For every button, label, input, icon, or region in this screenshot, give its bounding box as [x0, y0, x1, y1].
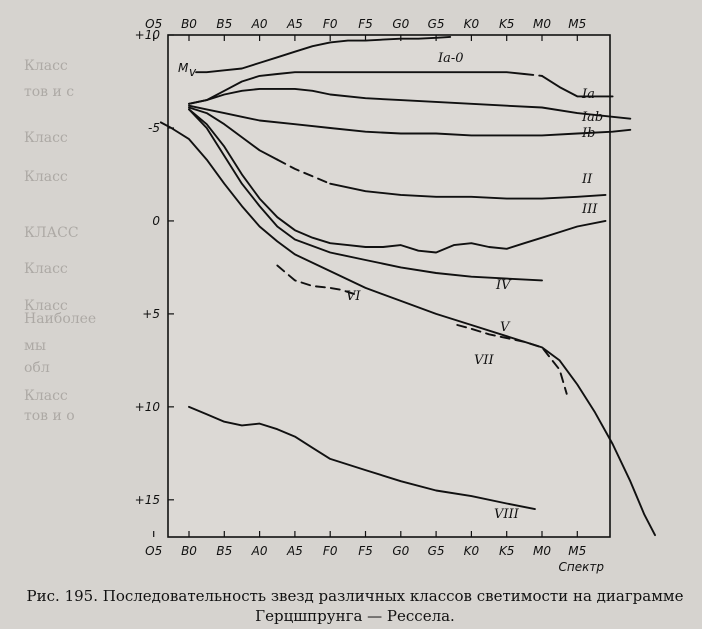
x-tick-label-top: K5 [499, 17, 515, 31]
series-label: Iab [581, 110, 603, 125]
series-line-ia [523, 73, 543, 77]
series-line-ia [541, 74, 614, 98]
series-line-ii [188, 106, 279, 161]
x-tick-label-top: B5 [216, 17, 232, 31]
series-label: Ia [581, 87, 595, 102]
x-tick-label-top: A0 [251, 17, 268, 31]
x-tick-label-bottom: O5 [145, 544, 162, 558]
bleed-through-text: Класс [24, 169, 68, 185]
series-line-ii [276, 158, 332, 185]
figure-caption: Рис. 195. Последовательность звезд разли… [26, 587, 684, 625]
y-tick-label: +10 [135, 400, 161, 414]
y-tick-label: +5 [142, 307, 160, 321]
series-label: VI [346, 289, 361, 304]
series-label: Ia-0 [437, 51, 464, 66]
x-tick-label-bottom: A0 [251, 544, 268, 558]
series-line-iii [188, 108, 607, 254]
x-tick-label-bottom: G5 [428, 544, 445, 558]
series-label: V [500, 320, 511, 335]
x-tick-label-bottom: K5 [499, 544, 515, 558]
bleed-through-text: обл [24, 360, 50, 376]
series-line-iab [188, 87, 632, 120]
y-tick-label: 0 [152, 214, 160, 228]
x-tick-label-top: F0 [323, 17, 338, 31]
x-tick-label-top: F5 [358, 17, 373, 31]
series-line-ii [329, 182, 607, 200]
series-line-viii [188, 405, 536, 511]
x-axis-title: Спектр [559, 560, 605, 574]
x-tick-label-top: M5 [568, 17, 586, 31]
x-tick-label-top: B0 [181, 17, 197, 31]
series-line-vi [276, 264, 360, 297]
x-tick-label-bottom: M0 [533, 544, 551, 558]
series-label: VII [474, 353, 495, 368]
x-tick-label-top: O5 [145, 17, 162, 31]
x-tick-label-top: G5 [428, 17, 445, 31]
x-tick-label-top: M0 [533, 17, 551, 31]
bleed-through-text: Класс [24, 261, 68, 277]
series-line-v [159, 121, 656, 537]
series-line-ia [188, 71, 526, 105]
series-line-iv [188, 108, 543, 282]
series-label: III [581, 202, 598, 217]
series-label: II [581, 172, 593, 187]
bleed-through-text: мы [24, 338, 46, 354]
x-tick-label-bottom: M5 [568, 544, 586, 558]
series-label: Ib [581, 126, 595, 141]
x-tick-label-bottom: A5 [286, 544, 303, 558]
bleed-through-text: КЛАСС [24, 225, 79, 241]
y-tick-label: +15 [135, 493, 160, 507]
bleed-through-text: Наиболее [24, 311, 96, 327]
series-line-vii [456, 324, 568, 395]
y-axis-title: M [178, 61, 189, 75]
x-tick-label-bottom: F0 [323, 544, 338, 558]
x-tick-label-top: G0 [392, 17, 409, 31]
y-axis-title-subscript: v [189, 65, 197, 79]
x-tick-label-bottom: B0 [181, 544, 197, 558]
bleed-through-text: Класс [24, 58, 68, 74]
series-label: IV [495, 278, 512, 293]
plot-frame [167, 34, 611, 538]
bleed-through-text: Класс [24, 298, 68, 314]
series-label: VIII [494, 507, 520, 522]
bleed-through-text: тов и с [24, 84, 74, 100]
bleed-through-text: Класс [24, 388, 68, 404]
y-tick-label: -5 [148, 121, 160, 135]
x-tick-label-bottom: F5 [358, 544, 373, 558]
x-tick-label-bottom: B5 [216, 544, 232, 558]
x-tick-label-top: A5 [286, 17, 303, 31]
series-line-ib [188, 104, 632, 137]
x-tick-label-bottom: K0 [464, 544, 480, 558]
x-tick-label-bottom: G0 [392, 544, 409, 558]
x-tick-label-top: K0 [464, 17, 480, 31]
series-line-ia-0 [195, 35, 452, 74]
bleed-through-text: тов и о [24, 408, 75, 424]
bleed-through-text: Класс [24, 130, 68, 146]
y-tick-label: +10 [135, 28, 161, 42]
